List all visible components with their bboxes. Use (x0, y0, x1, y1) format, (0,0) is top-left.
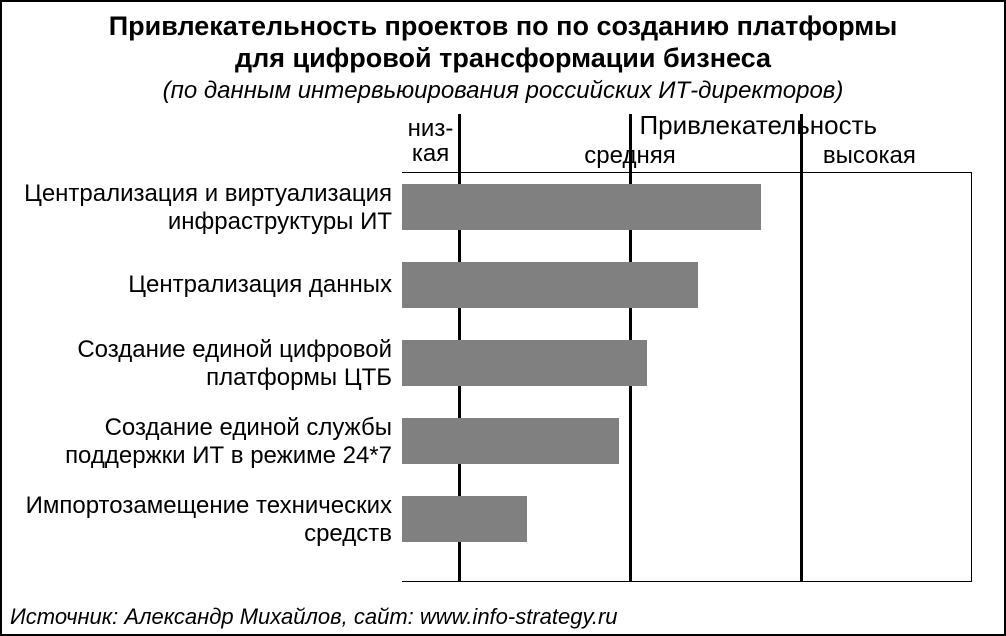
row-label: Централизация и виртуализацияинфраструкт… (22, 180, 392, 235)
bar (402, 262, 698, 308)
chart-frame: Привлекательность проектов по по создани… (0, 0, 1006, 636)
bar (402, 340, 647, 386)
row-label: Импортозамещение техническихсредств (22, 492, 392, 547)
chart-subtitle: (по данным интервьюирования российских И… (2, 77, 1004, 106)
axis-segment-label: низ-кая (351, 116, 511, 166)
row-label: Централизация данных (22, 271, 392, 299)
axis-segment-label: высокая (789, 142, 949, 170)
row-label: Создание единой службыподдержки ИТ в реж… (22, 414, 392, 469)
chart-title: Привлекательность проектов по по создани… (2, 2, 1004, 75)
axis-divider (800, 114, 803, 582)
bar (402, 496, 527, 542)
title-line1: Привлекательность проектов по по создани… (109, 11, 898, 41)
source-text: Источник: Александр Михайлов, сайт: www.… (10, 604, 618, 630)
row-label: Создание единой цифровойплатформы ЦТБ (22, 336, 392, 391)
bar (402, 418, 619, 464)
bar (402, 184, 761, 230)
title-line2: для цифровой трансформации бизнеса (235, 43, 771, 73)
